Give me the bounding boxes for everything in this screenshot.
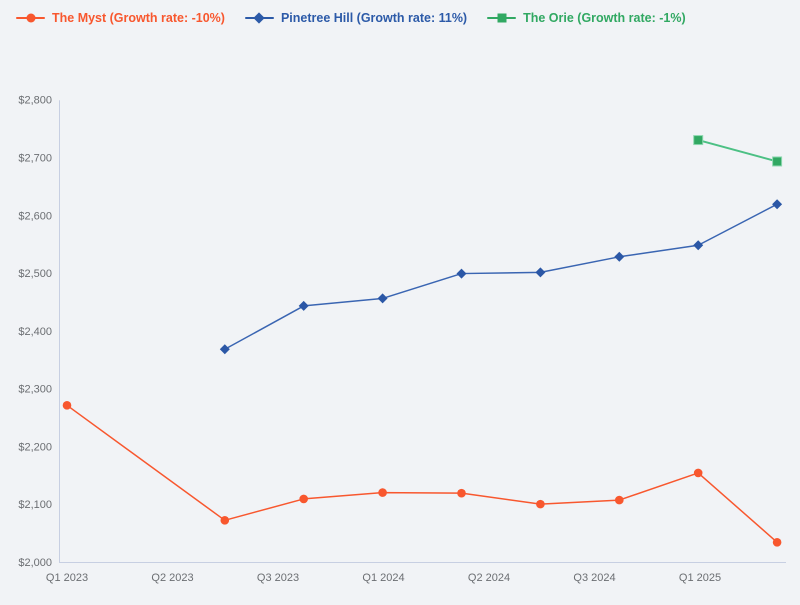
point-the-myst-q2-2025 <box>772 537 782 547</box>
point-the-myst-q4-2024 <box>615 495 624 505</box>
x-axis-tick-label: Q2 2023 <box>151 572 193 584</box>
series-line-the-myst <box>66 404 778 544</box>
point-pinetree-hill-q4-2023 <box>298 300 309 311</box>
legend-item-pinetree-hill[interactable]: Pinetree Hill (Growth rate: 11%) <box>244 11 468 25</box>
legend-label: Pinetree Hill (Growth rate: 11%) <box>280 11 468 25</box>
point-pinetree-hill-q1-2025 <box>693 240 704 251</box>
point-the-myst-q4-2023 <box>299 494 309 504</box>
y-axis-tick-label: $2,100 <box>18 499 52 511</box>
y-axis-tick-label: $2,800 <box>18 95 52 107</box>
point-the-myst-q2-2024 <box>457 488 466 498</box>
series-line-pinetree-hill <box>224 203 778 351</box>
legend-label: The Orie (Growth rate: -1%) <box>523 11 686 25</box>
point-pinetree-hill-q1-2024 <box>377 293 388 304</box>
point-the-myst-q1-2024 <box>378 488 387 497</box>
legend-label: The Myst (Growth rate: -10%) <box>52 11 225 25</box>
x-axis-tick-label: Q1 2023 <box>46 572 88 584</box>
y-axis-tick-label: $2,600 <box>18 210 52 222</box>
y-axis-tick-label: $2,300 <box>18 384 52 396</box>
legend-item-the-orie[interactable]: The Orie (Growth rate: -1%) <box>487 11 686 25</box>
y-axis-tick-label: $2,200 <box>18 441 52 453</box>
x-axis-tick-label: Q1 2025 <box>679 572 721 584</box>
x-axis-tick-label: Q1 2024 <box>362 572 404 584</box>
axis-lines <box>59 100 786 563</box>
y-axis-tick-label: $2,400 <box>18 326 52 338</box>
x-axis-tick-label: Q3 2023 <box>257 572 299 584</box>
y-axis-tick-label: $2,000 <box>18 557 52 569</box>
point-pinetree-hill-q2-2024 <box>456 268 467 279</box>
x-axis-tick-label: Q2 2024 <box>468 572 510 584</box>
legend-item-the-myst[interactable]: The Myst (Growth rate: -10%) <box>16 11 225 25</box>
y-axis-tick-label: $2,500 <box>18 268 52 280</box>
point-the-myst-q1-2023 <box>62 401 72 410</box>
point-the-myst-q3-2023 <box>220 516 230 525</box>
chart-legend: The Myst (Growth rate: -10%) Pinetree Hil… <box>16 9 706 27</box>
point-pinetree-hill-q3-2024 <box>535 267 546 278</box>
point-the-orie-q2-2025 <box>772 156 783 167</box>
square-marker-icon <box>487 11 517 25</box>
x-axis-tick-label: Q3 2024 <box>573 572 615 584</box>
point-the-myst-q3-2024 <box>536 499 545 509</box>
y-axis-tick-label: $2,700 <box>18 152 52 164</box>
point-the-orie-q1-2025 <box>693 135 704 146</box>
point-pinetree-hill-q4-2024 <box>614 251 625 262</box>
series-line-the-orie <box>697 139 779 163</box>
point-pinetree-hill-q2-2025 <box>772 199 783 210</box>
diamond-marker-icon <box>244 11 274 25</box>
point-pinetree-hill-q3-2023 <box>219 344 230 355</box>
circle-marker-icon <box>16 11 45 25</box>
point-the-myst-q1-2025 <box>693 468 703 478</box>
